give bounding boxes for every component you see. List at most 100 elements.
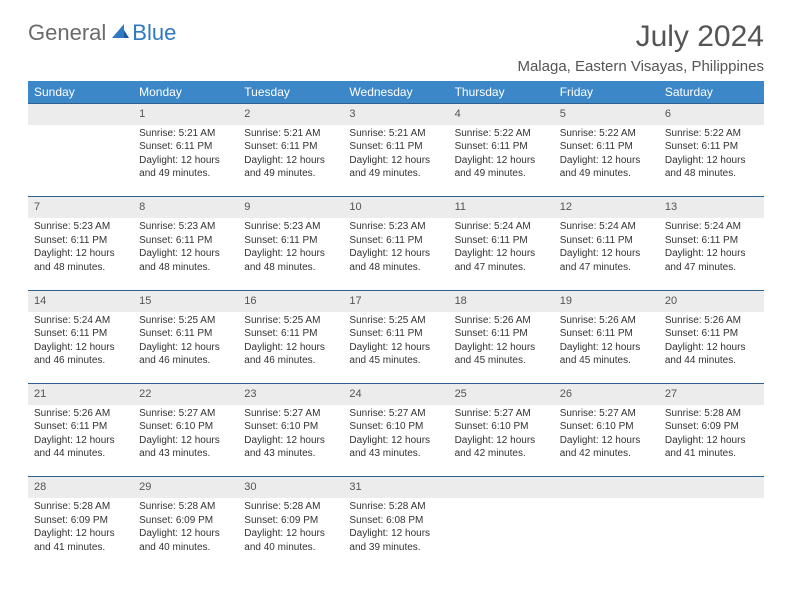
day-cell: Sunrise: 5:23 AMSunset: 6:11 PMDaylight:… — [343, 218, 448, 290]
day-body: Sunrise: 5:27 AMSunset: 6:10 PMDaylight:… — [449, 405, 554, 465]
daynum-cell: 24 — [343, 384, 448, 405]
sunrise-text: Sunrise: 5:24 AM — [665, 220, 758, 234]
day-body: Sunrise: 5:27 AMSunset: 6:10 PMDaylight:… — [343, 405, 448, 465]
day-cell: Sunrise: 5:25 AMSunset: 6:11 PMDaylight:… — [343, 312, 448, 384]
daynum-cell: 27 — [659, 384, 764, 405]
day-number: 16 — [238, 291, 343, 312]
daylight-line1: Daylight: 12 hours — [455, 341, 548, 355]
daynum-cell: 16 — [238, 290, 343, 311]
daylight-line2: and 48 minutes. — [34, 261, 127, 275]
daynum-cell: 19 — [554, 290, 659, 311]
daylight-line2: and 46 minutes. — [244, 354, 337, 368]
daynum-cell — [449, 477, 554, 498]
daylight-line1: Daylight: 12 hours — [560, 154, 653, 168]
daynum-cell: 6 — [659, 104, 764, 125]
daynum-cell: 7 — [28, 197, 133, 218]
sunrise-text: Sunrise: 5:27 AM — [244, 407, 337, 421]
daynum-cell: 18 — [449, 290, 554, 311]
sunrise-text: Sunrise: 5:28 AM — [34, 500, 127, 514]
day-body: Sunrise: 5:23 AMSunset: 6:11 PMDaylight:… — [343, 218, 448, 278]
sunset-text: Sunset: 6:11 PM — [244, 234, 337, 248]
sunrise-text: Sunrise: 5:21 AM — [349, 127, 442, 141]
daylight-line2: and 47 minutes. — [455, 261, 548, 275]
sunset-text: Sunset: 6:11 PM — [665, 234, 758, 248]
day-cell: Sunrise: 5:28 AMSunset: 6:09 PMDaylight:… — [659, 405, 764, 477]
location-text: Malaga, Eastern Visayas, Philippines — [517, 58, 764, 75]
daylight-line2: and 41 minutes. — [665, 447, 758, 461]
day-cell — [554, 498, 659, 570]
daylight-line1: Daylight: 12 hours — [244, 527, 337, 541]
day-body: Sunrise: 5:28 AMSunset: 6:09 PMDaylight:… — [238, 498, 343, 558]
sunrise-text: Sunrise: 5:25 AM — [349, 314, 442, 328]
day-number: 11 — [449, 197, 554, 218]
sunset-text: Sunset: 6:11 PM — [349, 140, 442, 154]
daylight-line1: Daylight: 12 hours — [560, 434, 653, 448]
sunset-text: Sunset: 6:11 PM — [560, 327, 653, 341]
day-cell: Sunrise: 5:22 AMSunset: 6:11 PMDaylight:… — [659, 125, 764, 197]
sunset-text: Sunset: 6:11 PM — [139, 140, 232, 154]
sunset-text: Sunset: 6:10 PM — [244, 420, 337, 434]
daylight-line1: Daylight: 12 hours — [455, 247, 548, 261]
day-body: Sunrise: 5:26 AMSunset: 6:11 PMDaylight:… — [659, 312, 764, 372]
day-number: 4 — [449, 104, 554, 125]
day-body: Sunrise: 5:23 AMSunset: 6:11 PMDaylight:… — [133, 218, 238, 278]
daynum-cell: 4 — [449, 104, 554, 125]
day-cell: Sunrise: 5:25 AMSunset: 6:11 PMDaylight:… — [133, 312, 238, 384]
daylight-line1: Daylight: 12 hours — [139, 154, 232, 168]
daylight-line2: and 43 minutes. — [244, 447, 337, 461]
day-body: Sunrise: 5:24 AMSunset: 6:11 PMDaylight:… — [554, 218, 659, 278]
day-cell: Sunrise: 5:24 AMSunset: 6:11 PMDaylight:… — [659, 218, 764, 290]
sunset-text: Sunset: 6:11 PM — [560, 234, 653, 248]
sunrise-text: Sunrise: 5:21 AM — [244, 127, 337, 141]
dayheader-tue: Tuesday — [238, 81, 343, 104]
day-number: 13 — [659, 197, 764, 218]
daylight-line2: and 45 minutes. — [349, 354, 442, 368]
day-number: 25 — [449, 384, 554, 405]
sunrise-text: Sunrise: 5:27 AM — [560, 407, 653, 421]
daynum-cell: 12 — [554, 197, 659, 218]
daylight-line2: and 44 minutes. — [34, 447, 127, 461]
sunrise-text: Sunrise: 5:26 AM — [665, 314, 758, 328]
day-number: 22 — [133, 384, 238, 405]
daynum-cell: 5 — [554, 104, 659, 125]
daynum-cell: 20 — [659, 290, 764, 311]
day-body: Sunrise: 5:28 AMSunset: 6:09 PMDaylight:… — [133, 498, 238, 558]
daynum-cell: 21 — [28, 384, 133, 405]
sunrise-text: Sunrise: 5:27 AM — [349, 407, 442, 421]
daylight-line2: and 48 minutes. — [349, 261, 442, 275]
day-cell: Sunrise: 5:27 AMSunset: 6:10 PMDaylight:… — [449, 405, 554, 477]
logo-sail-icon — [110, 22, 130, 45]
day-cell: Sunrise: 5:25 AMSunset: 6:11 PMDaylight:… — [238, 312, 343, 384]
day-cell: Sunrise: 5:22 AMSunset: 6:11 PMDaylight:… — [449, 125, 554, 197]
daylight-line2: and 47 minutes. — [560, 261, 653, 275]
daylight-line2: and 48 minutes. — [139, 261, 232, 275]
day-number: 8 — [133, 197, 238, 218]
logo-text-general: General — [28, 20, 106, 46]
sunset-text: Sunset: 6:11 PM — [139, 327, 232, 341]
day-number: 15 — [133, 291, 238, 312]
day-body: Sunrise: 5:23 AMSunset: 6:11 PMDaylight:… — [28, 218, 133, 278]
daylight-line2: and 46 minutes. — [139, 354, 232, 368]
day-number: 12 — [554, 197, 659, 218]
daynum-cell: 15 — [133, 290, 238, 311]
daylight-line2: and 44 minutes. — [665, 354, 758, 368]
sunrise-text: Sunrise: 5:24 AM — [455, 220, 548, 234]
week-row: Sunrise: 5:24 AMSunset: 6:11 PMDaylight:… — [28, 312, 764, 384]
daylight-line1: Daylight: 12 hours — [665, 341, 758, 355]
logo-text-blue: Blue — [132, 20, 176, 46]
daylight-line1: Daylight: 12 hours — [139, 247, 232, 261]
day-cell: Sunrise: 5:27 AMSunset: 6:10 PMDaylight:… — [133, 405, 238, 477]
daylight-line1: Daylight: 12 hours — [349, 434, 442, 448]
daynum-cell — [554, 477, 659, 498]
sunrise-text: Sunrise: 5:21 AM — [139, 127, 232, 141]
sunset-text: Sunset: 6:11 PM — [665, 327, 758, 341]
day-cell: Sunrise: 5:26 AMSunset: 6:11 PMDaylight:… — [28, 405, 133, 477]
daynum-cell: 29 — [133, 477, 238, 498]
daynum-cell: 26 — [554, 384, 659, 405]
day-cell: Sunrise: 5:23 AMSunset: 6:11 PMDaylight:… — [238, 218, 343, 290]
day-number: 27 — [659, 384, 764, 405]
day-number — [659, 477, 764, 498]
day-body: Sunrise: 5:28 AMSunset: 6:09 PMDaylight:… — [28, 498, 133, 558]
day-cell: Sunrise: 5:23 AMSunset: 6:11 PMDaylight:… — [28, 218, 133, 290]
day-body: Sunrise: 5:23 AMSunset: 6:11 PMDaylight:… — [238, 218, 343, 278]
